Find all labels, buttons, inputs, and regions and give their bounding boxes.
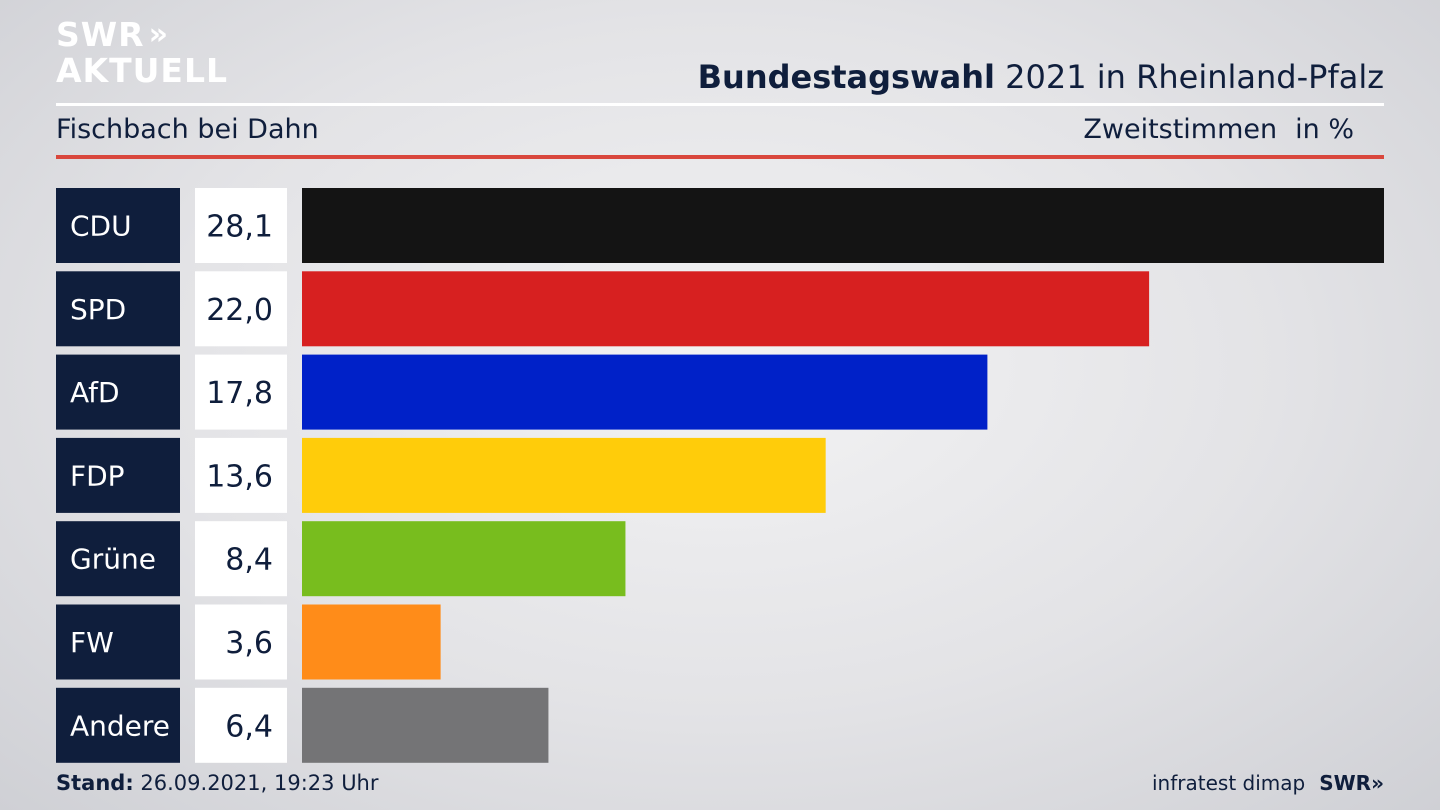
stand-label: Stand: [56, 771, 134, 795]
value-box-andere [195, 687, 287, 763]
party-label-box-afd [56, 354, 180, 430]
data-label-fw: 3,6 [225, 626, 273, 661]
party-label-box-andere [56, 687, 180, 763]
accent-divider [56, 155, 1384, 159]
value-box-cdu [195, 188, 287, 263]
source-credit: infratest dimap SWR» [1152, 771, 1384, 795]
party-label-box-spd [56, 271, 180, 347]
bar-afd [302, 354, 988, 430]
data-label-fdp: 13,6 [206, 459, 273, 494]
party-label-afd: AfD [70, 376, 120, 409]
bar-spd [302, 271, 1150, 347]
party-label-andere: Andere [70, 709, 170, 742]
metric-unit: in % [1295, 114, 1354, 145]
data-label-cdu: 28,1 [206, 210, 273, 245]
swr-aktuell-logo: SWR» AKTUELL [56, 18, 228, 87]
header-divider [56, 103, 1384, 106]
title-bold: Bundestagswahl [697, 58, 995, 96]
stand-value: 26.09.2021, 19:23 Uhr [140, 771, 379, 795]
data-label-afd: 17,8 [206, 376, 273, 411]
data-label-gr-ne: 8,4 [225, 543, 273, 578]
data-label-andere: 6,4 [225, 709, 273, 744]
data-label-spd: 22,0 [206, 293, 273, 328]
title-rest: 2021 in Rheinland-Pfalz [1005, 58, 1384, 96]
bar-andere [302, 687, 549, 763]
bar-fw [302, 604, 441, 680]
bar-cdu [302, 188, 1384, 263]
value-box-gr-ne [195, 521, 287, 597]
bar-fdp [302, 437, 826, 513]
source-name: infratest dimap [1152, 771, 1306, 795]
metric-name: Zweitstimmen [1083, 114, 1278, 145]
value-box-spd [195, 271, 287, 347]
party-label-box-cdu [56, 188, 180, 263]
party-label-fw: FW [70, 626, 114, 659]
logo-swr-text: SWR [56, 15, 145, 54]
metric-label: Zweitstimmen in % [1083, 114, 1354, 145]
timestamp: Stand: 26.09.2021, 19:23 Uhr [56, 771, 379, 795]
swr-brand-icon: SWR» [1319, 771, 1384, 795]
party-label-cdu: CDU [70, 210, 132, 243]
page-title: Bundestagswahl 2021 in Rheinland-Pfalz [698, 58, 1384, 96]
party-label-fdp: FDP [70, 459, 125, 492]
value-box-fdp [195, 437, 287, 513]
bar-gr-ne [302, 521, 626, 597]
party-label-gr-ne: Grüne [70, 543, 156, 576]
value-box-fw [195, 604, 287, 680]
party-label-box-fdp [56, 437, 180, 513]
party-label-box-fw [56, 604, 180, 680]
party-label-box-gr-ne [56, 521, 180, 597]
value-box-afd [195, 354, 287, 430]
location-subtitle: Fischbach bei Dahn [56, 114, 319, 145]
logo-aktuell-text: AKTUELL [56, 51, 229, 90]
party-label-spd: SPD [70, 293, 126, 326]
